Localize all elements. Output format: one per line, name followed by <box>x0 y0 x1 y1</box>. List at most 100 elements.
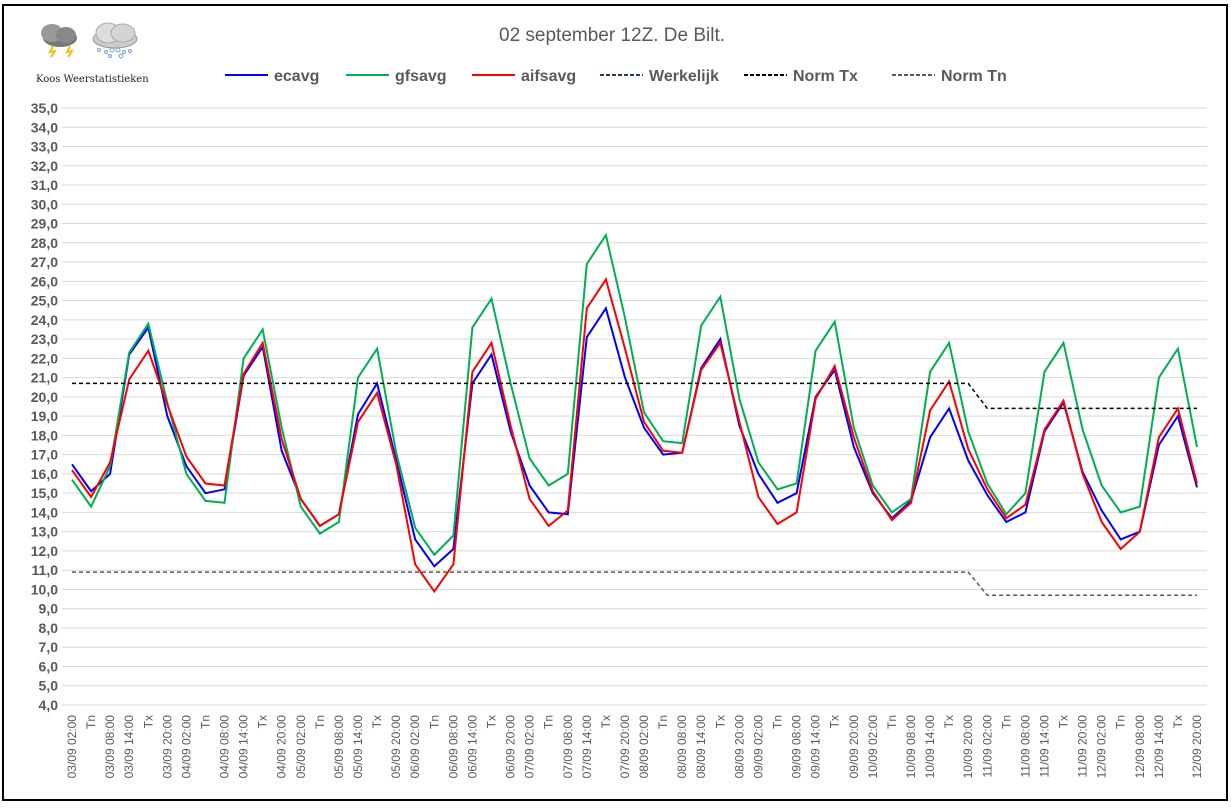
x-tick-label: 08/09 08:00 <box>675 715 689 779</box>
y-tick-label: 16,0 <box>31 466 58 482</box>
series-line-gfsavg <box>71 232 1198 557</box>
x-tick-label: 03/09 08:00 <box>103 715 117 779</box>
y-tick-label: 29,0 <box>31 216 58 232</box>
x-tick-label: 04/09 14:00 <box>237 715 251 779</box>
x-tick-label: 11/09 02:00 <box>980 715 994 778</box>
x-tick-label: Tn <box>771 715 785 729</box>
y-tick-label: 11,0 <box>32 562 59 578</box>
y-tick-label: 6,0 <box>39 658 59 674</box>
y-tick-label: 26,0 <box>31 273 58 289</box>
x-tick-label: 09/09 20:00 <box>847 715 861 779</box>
x-tick-label: 12/09 14:00 <box>1152 715 1166 779</box>
x-tick-label: 08/09 14:00 <box>694 715 708 779</box>
x-tick-label: Tx <box>484 715 498 728</box>
y-tick-label: 4,0 <box>39 697 59 713</box>
x-tick-label: 09/09 02:00 <box>751 715 765 779</box>
legend-item-aifsavg: aifsavg <box>472 68 576 85</box>
y-tick-label: 20,0 <box>31 389 58 405</box>
series-lines <box>71 232 1198 596</box>
x-tick-label: 07/09 14:00 <box>580 715 594 779</box>
x-tick-label: 10/09 08:00 <box>904 715 918 779</box>
x-tick-label: Tx <box>713 715 727 728</box>
x-tick-label: Tn <box>427 715 441 729</box>
x-tick-label: 04/09 20:00 <box>275 715 289 779</box>
legend-item-gfsavg: gfsavg <box>346 68 447 85</box>
x-axis: 03/09 02:00 Tn 03/09 08:00 03/09 14:00 Tx 03/… <box>65 715 1204 779</box>
legend-item-norm-tx: Norm Tx <box>744 68 858 85</box>
y-tick-label: 32,0 <box>31 158 58 174</box>
y-tick-label: 18,0 <box>31 427 58 443</box>
x-tick-label: 07/09 02:00 <box>523 715 537 779</box>
chart-title: 02 september 12Z. De Bilt. <box>499 25 725 46</box>
series-line-aifsavg <box>71 277 1198 594</box>
y-tick-label: 14,0 <box>31 504 58 520</box>
y-tick-label: 8,0 <box>39 620 59 636</box>
x-tick-label: 06/09 02:00 <box>408 715 422 779</box>
x-tick-label: 11/09 08:00 <box>1018 715 1032 778</box>
x-tick-label: Tn <box>198 715 212 729</box>
x-tick-label: 08/09 20:00 <box>732 715 746 779</box>
x-tick-label: 03/09 20:00 <box>160 715 174 779</box>
logo <box>41 22 138 59</box>
x-tick-label: Tn <box>885 715 899 729</box>
legend-label: Norm Tn <box>941 68 1007 85</box>
y-tick-label: 28,0 <box>31 235 58 251</box>
x-tick-label: 09/09 14:00 <box>809 715 823 779</box>
gridlines <box>62 107 1207 706</box>
x-tick-label: 06/09 20:00 <box>504 715 518 779</box>
x-tick-label: 12/09 02:00 <box>1095 715 1109 779</box>
y-tick-label: 5,0 <box>39 678 59 694</box>
x-tick-label: 10/09 20:00 <box>961 715 975 779</box>
x-tick-label: Tx <box>1057 715 1071 728</box>
y-tick-label: 33,0 <box>31 139 58 155</box>
x-tick-label: 05/09 02:00 <box>294 715 308 779</box>
y-tick-label: 34,0 <box>31 119 58 135</box>
x-tick-label: 03/09 02:00 <box>65 715 79 779</box>
legend-label: aifsavg <box>521 68 576 85</box>
x-tick-label: 10/09 14:00 <box>923 715 937 779</box>
y-tick-label: 10,0 <box>31 581 58 597</box>
legend-label: gfsavg <box>395 68 447 85</box>
y-tick-label: 17,0 <box>31 447 58 463</box>
y-tick-label: 7,0 <box>39 639 59 655</box>
legend-label: Norm Tx <box>793 68 858 85</box>
x-tick-label: 06/09 14:00 <box>465 715 479 779</box>
series-line-norm-tx <box>72 382 1197 410</box>
y-tick-label: 25,0 <box>31 293 58 309</box>
x-tick-label: Tn <box>542 715 556 729</box>
x-tick-label: 11/09 20:00 <box>1076 715 1090 778</box>
x-tick-label: Tn <box>313 715 327 729</box>
y-axis: 4,0 5,0 6,0 7,0 8,0 9,0 10,0 11,0 12,0 13,0 14,0 15… <box>31 100 58 713</box>
x-tick-label: Tn <box>1114 715 1128 729</box>
x-tick-label: Tx <box>1171 715 1185 728</box>
x-tick-label: 11/09 14:00 <box>1037 715 1051 778</box>
x-tick-label: 10/09 02:00 <box>866 715 880 779</box>
legend-label: Werkelijk <box>649 68 719 85</box>
y-tick-label: 13,0 <box>31 524 58 540</box>
x-tick-label: 09/09 08:00 <box>790 715 804 779</box>
y-tick-label: 21,0 <box>31 370 58 386</box>
x-tick-label: 05/09 20:00 <box>389 715 403 779</box>
y-tick-label: 27,0 <box>31 254 58 270</box>
x-tick-label: 08/09 02:00 <box>637 715 651 779</box>
x-tick-label: 12/09 20:00 <box>1190 715 1204 779</box>
legend-item-werkelijk: Werkelijk <box>600 68 719 85</box>
legend: ecavg gfsavg aifsavg Werkelijk Norm Tx Norm T… <box>225 68 1007 85</box>
y-tick-label: 12,0 <box>31 543 58 559</box>
x-tick-label: Tn <box>999 715 1013 729</box>
x-tick-label: Tx <box>828 715 842 728</box>
chart-frame <box>2 4 1228 801</box>
y-tick-label: 24,0 <box>31 312 58 328</box>
y-tick-label: 31,0 <box>31 177 58 193</box>
series-line-ecavg <box>71 305 1198 568</box>
y-tick-label: 30,0 <box>31 196 58 212</box>
y-tick-label: 22,0 <box>31 350 58 366</box>
x-tick-label: 04/09 08:00 <box>218 715 232 779</box>
legend-item-ecavg: ecavg <box>225 68 319 85</box>
x-tick-label: Tn <box>84 715 98 729</box>
x-tick-label: 04/09 02:00 <box>179 715 193 779</box>
x-tick-label: 05/09 08:00 <box>332 715 346 779</box>
y-tick-label: 23,0 <box>31 331 58 347</box>
x-tick-label: Tx <box>141 715 155 728</box>
